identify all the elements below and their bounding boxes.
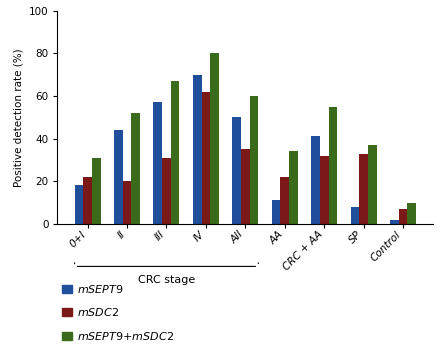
Bar — [162, 158, 171, 224]
Bar — [92, 158, 101, 224]
Bar — [131, 113, 140, 224]
Bar — [171, 81, 179, 224]
Bar — [311, 136, 320, 224]
Text: $m\mathit{SDC}$2: $m\mathit{SDC}$2 — [77, 306, 119, 318]
Bar — [202, 92, 210, 224]
Bar — [153, 103, 162, 224]
Bar — [241, 149, 250, 224]
Bar — [351, 207, 359, 224]
Bar — [359, 153, 368, 224]
Bar — [210, 53, 219, 224]
Bar — [83, 177, 92, 224]
Text: CRC stage: CRC stage — [138, 275, 195, 285]
Text: $m\mathit{SEPT}$9: $m\mathit{SEPT}$9 — [77, 283, 124, 295]
Bar — [320, 156, 328, 224]
Bar — [75, 186, 83, 224]
Bar — [272, 200, 280, 224]
Bar — [193, 75, 202, 224]
Bar — [280, 177, 289, 224]
Bar — [232, 117, 241, 224]
Bar — [399, 209, 408, 224]
Bar — [408, 203, 416, 224]
Y-axis label: Positive detection rate (%): Positive detection rate (%) — [13, 48, 23, 187]
Text: $m\mathit{SEPT}$9+$m\mathit{SDC}$2: $m\mathit{SEPT}$9+$m\mathit{SDC}$2 — [77, 330, 175, 342]
Bar — [250, 96, 258, 224]
Bar — [328, 107, 337, 224]
Bar — [368, 145, 377, 224]
Bar — [122, 181, 131, 224]
Bar — [390, 219, 399, 224]
Bar — [114, 130, 122, 224]
Bar — [289, 151, 298, 224]
